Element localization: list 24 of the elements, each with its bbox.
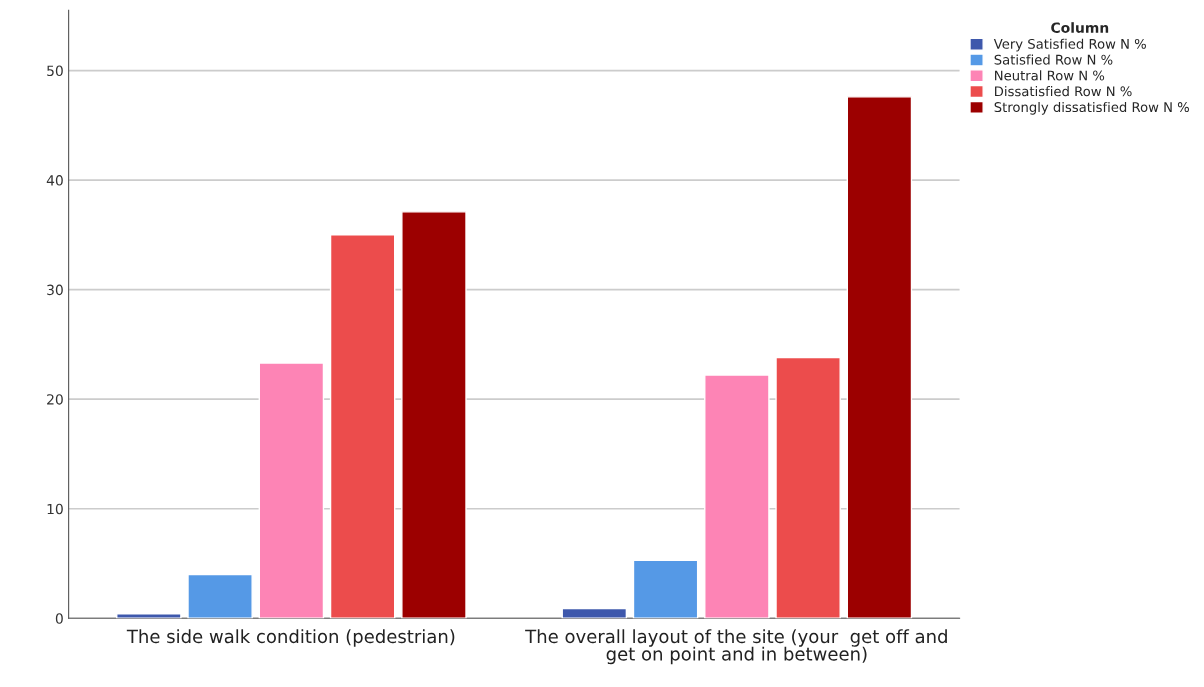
bar — [561, 607, 628, 619]
legend-label: Very Satisfied Row N % — [993, 38, 1146, 52]
y-tick-label: 20 — [47, 394, 63, 405]
bar — [632, 559, 699, 619]
bar — [775, 356, 841, 619]
legend-label: Satisfied Row N % — [994, 54, 1113, 65]
bar — [329, 234, 396, 619]
legend-label: Dissatisfied Row N % — [995, 86, 1132, 97]
legend-title: Column — [1051, 22, 1109, 33]
legend-label: Strongly dissatisfied Row N % — [994, 101, 1189, 115]
bar — [846, 96, 913, 619]
bar — [704, 374, 770, 619]
y-tick-label: 30 — [47, 284, 63, 296]
bar — [116, 613, 182, 619]
bar — [187, 573, 253, 619]
y-tick-label: 50 — [47, 65, 63, 77]
y-tick-label: 10 — [47, 503, 63, 515]
x-tick-label: The side walk condition (pedestrian) — [126, 629, 455, 647]
bar — [401, 211, 467, 619]
bar — [258, 362, 325, 619]
y-tick-label: 40 — [46, 175, 63, 186]
x-tick-label: The overall layout of the site (your get off and get on point and in between) — [525, 629, 947, 665]
legend-label: Neutral Row N % — [995, 70, 1105, 81]
y-tick-label: 0 — [55, 613, 63, 624]
